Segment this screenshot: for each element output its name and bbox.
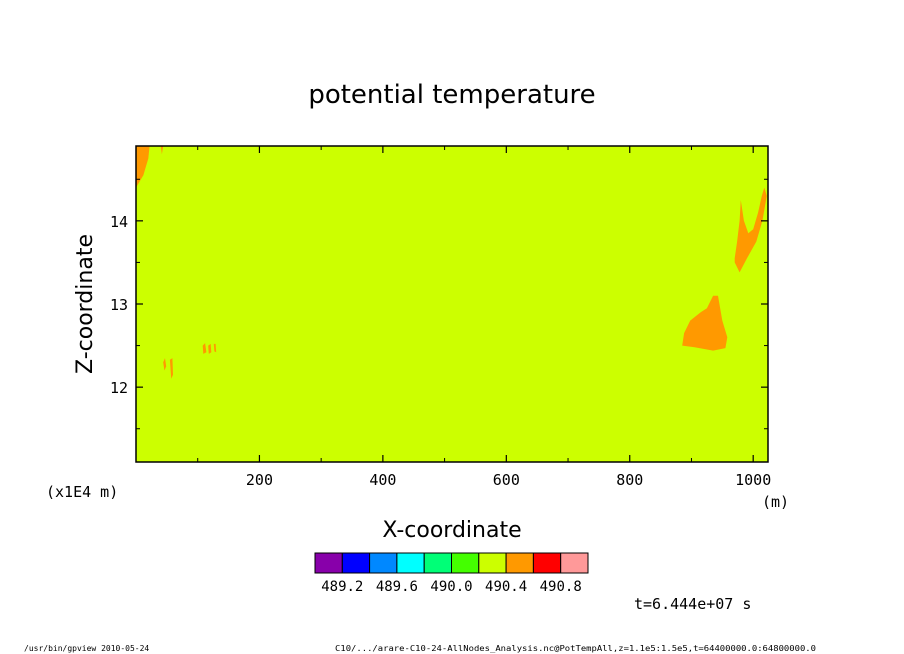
colorbar-tick-label: 490.8 — [540, 579, 582, 595]
colorbar-cell — [478, 552, 507, 574]
x-tick-label: 800 — [616, 471, 643, 489]
heatmap-region — [682, 295, 728, 351]
x-tick-label: 200 — [246, 471, 273, 489]
x-tick-label: 400 — [369, 471, 396, 489]
y-unit-label: (x1E4 m) — [46, 483, 118, 501]
colorbar-cell — [532, 552, 562, 574]
colorbar-cell — [369, 552, 398, 574]
x-unit-label: (m) — [762, 493, 789, 511]
time-label: t=6.444e+07 s — [634, 595, 751, 613]
heatmap-region — [163, 358, 167, 371]
colorbar-cell — [396, 552, 425, 574]
x-axis: 200 400 600 800 1000 — [197, 146, 771, 489]
plot-area: 200 400 600 800 1000 12 13 14 — [110, 145, 771, 489]
colorbar-cell — [423, 552, 453, 574]
heatmap-regions — [136, 146, 767, 379]
footer-left: /usr/bin/gpview 2010-05-24 — [24, 644, 149, 653]
colorbar-cell — [505, 552, 534, 574]
heatmap-region — [169, 358, 173, 379]
y-axis-title: Z-coordinate — [73, 234, 98, 374]
colorbar-tick-label: 490.0 — [430, 579, 472, 595]
colorbar-cell — [451, 552, 480, 574]
y-tick-label: 13 — [110, 296, 128, 314]
colorbar-tick-label: 489.6 — [376, 579, 418, 595]
heatmap-region — [213, 343, 217, 353]
footer-right: C10/.../arare-C10-24-AllNodes_Analysis.n… — [335, 644, 816, 653]
heatmap-region — [734, 187, 767, 273]
heatmap-region — [208, 343, 212, 354]
y-axis: 12 13 14 — [110, 178, 768, 430]
heatmap-region — [202, 343, 207, 354]
y-tick-label: 14 — [110, 213, 128, 231]
colorbar-cell — [341, 552, 371, 574]
y-tick-label: 12 — [110, 379, 128, 397]
heatmap-background — [136, 146, 768, 462]
heatmap-region — [160, 146, 164, 155]
colorbar-tick-label: 490.4 — [485, 579, 527, 595]
x-tick-label: 600 — [493, 471, 520, 489]
x-axis-title: X-coordinate — [382, 518, 521, 543]
colorbar-cell — [314, 552, 343, 574]
heatmap-region — [136, 146, 150, 188]
colorbar-tick-label: 489.2 — [321, 579, 363, 595]
colorbar: 489.2 489.6 490.0 490.4 490.8 — [314, 552, 589, 595]
chart-title: potential temperature — [308, 80, 595, 110]
colorbar-cell — [560, 552, 589, 574]
x-tick-label: 1000 — [735, 471, 771, 489]
